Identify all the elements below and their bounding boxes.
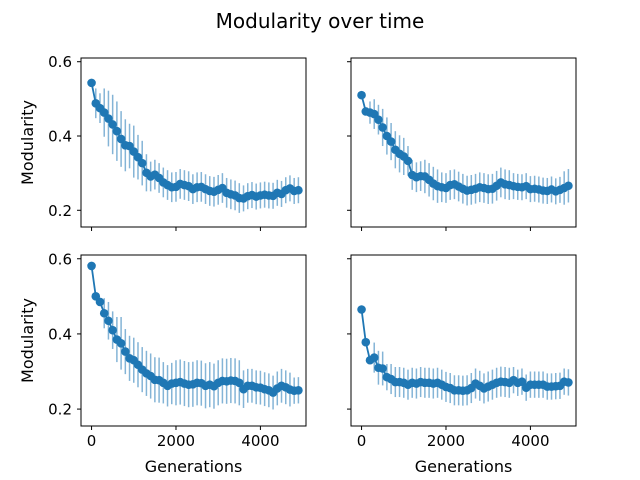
subplot-top-right <box>347 57 577 231</box>
axes-frame <box>350 254 577 427</box>
x-axis-label: Generations <box>415 457 513 476</box>
data-point <box>108 325 117 335</box>
y-axis-label: Modularity <box>18 100 37 185</box>
data-point <box>294 185 303 195</box>
data-point <box>357 90 366 100</box>
x-tick-label: 2000 <box>157 432 195 450</box>
data-points <box>87 261 303 397</box>
data-points <box>357 90 573 196</box>
axes-frame <box>80 254 307 427</box>
data-point <box>104 114 113 123</box>
data-point <box>357 305 366 314</box>
subplot-bottom-left: 0 2000 4000 0.2 0.4 0.6 Generations Modularity <box>18 250 307 476</box>
data-point <box>369 353 379 362</box>
y-tick-label: 0.6 <box>48 53 72 71</box>
data-point <box>112 126 122 136</box>
data-point <box>104 316 113 326</box>
data-point <box>137 158 147 168</box>
subplot-top-left: 0.2 0.4 0.6 Modularity <box>18 53 307 231</box>
x-tick-label: 0 <box>357 432 367 450</box>
data-point <box>564 378 573 387</box>
data-point <box>386 137 396 146</box>
data-point <box>564 181 573 191</box>
data-point <box>121 347 130 356</box>
y-tick-label: 0.4 <box>48 325 72 343</box>
x-tick-label: 0 <box>87 432 97 450</box>
data-point <box>133 152 143 162</box>
x-tick-label: 2000 <box>427 432 465 450</box>
data-point <box>403 156 413 166</box>
data-point <box>235 378 244 388</box>
data-point <box>108 120 117 129</box>
subplot-bottom-right: 0 2000 4000 Generations <box>347 254 577 476</box>
x-tick-label: 4000 <box>511 432 549 450</box>
data-point <box>99 308 109 318</box>
data-point <box>87 78 96 88</box>
x-tick-label: 4000 <box>241 432 279 450</box>
data-point <box>517 377 527 386</box>
y-tick-label: 0.2 <box>48 202 72 220</box>
data-point <box>361 337 371 347</box>
figure-title: Modularity over time <box>216 9 425 33</box>
data-point <box>116 339 126 348</box>
y-tick-label: 0.2 <box>48 401 72 419</box>
axes-frame <box>80 57 307 228</box>
data-point <box>87 261 96 271</box>
data-points <box>357 305 573 395</box>
y-tick-label: 0.4 <box>48 128 72 146</box>
data-point <box>95 297 105 307</box>
data-point <box>378 364 387 373</box>
data-points <box>87 78 303 203</box>
data-point <box>378 123 387 132</box>
data-point <box>116 134 126 144</box>
subplot-grid: 0.2 0.4 0.6 Modularity 0 2000 4000 0.2 0.4 0.6 Gen… <box>18 53 577 476</box>
data-point <box>294 385 303 395</box>
y-axis-label: Modularity <box>18 298 37 383</box>
data-point <box>99 108 109 117</box>
x-axis-label: Generations <box>145 457 243 476</box>
data-point <box>374 115 383 124</box>
axes-frame <box>350 57 577 228</box>
y-tick-label: 0.6 <box>48 250 72 268</box>
